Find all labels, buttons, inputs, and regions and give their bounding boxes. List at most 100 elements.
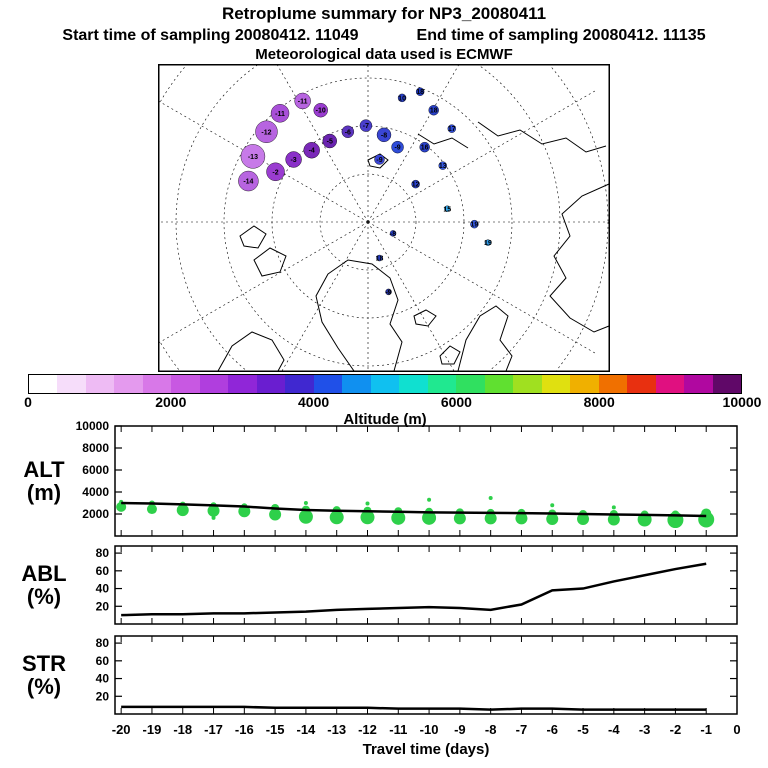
map-graticule (103, 0, 633, 487)
plume-point-label: -5 (327, 139, 333, 146)
alt-panel (114, 425, 738, 537)
alt-scatter-point (453, 512, 466, 525)
colorbar-gradient (28, 374, 742, 394)
colorbar-segment (114, 375, 143, 393)
xtick-label: -2 (670, 722, 682, 737)
abl-line (121, 562, 707, 617)
plume-point-label: 10 (398, 95, 406, 102)
xtick-label: -6 (546, 722, 558, 737)
alt-scatter-point (207, 504, 220, 517)
trajectory-map: -11 -11 -10 -12 -13 -14 -2 -3 -4 -5 -6 -7 -8 -9 -9 10 18… (103, 0, 633, 487)
plume-point-label: 18 (376, 256, 384, 263)
plume-point-label: -7 (363, 123, 369, 130)
alt-scatter-point (360, 510, 375, 525)
xtick-label: -18 (173, 722, 192, 737)
plume-point (376, 127, 392, 143)
plume-point (428, 105, 439, 116)
plume-point-label: -6 (345, 129, 351, 136)
xtick-label: -14 (297, 722, 317, 737)
colorbar-segment (57, 375, 86, 393)
map-border (158, 64, 610, 372)
alt-ytick-label: 6000 (82, 463, 109, 477)
abl-panel (114, 545, 738, 625)
plume-point (240, 144, 266, 169)
colorbar-segment (684, 375, 713, 393)
xtick-label: -5 (577, 722, 589, 737)
colorbar-segment (85, 375, 115, 393)
alt-ytick-label: 8000 (82, 441, 109, 455)
str-axis-label: STR (22, 651, 66, 676)
alt-scatter-point (238, 505, 251, 518)
plume-point (447, 124, 456, 133)
abl-ytick-label: 20 (96, 599, 110, 613)
plume-point-label: 17 (448, 126, 456, 133)
plume-point-label: -9 (376, 157, 382, 164)
plume-point (415, 87, 425, 96)
xtick-label: -17 (204, 722, 223, 737)
sampling-times: Start time of sampling 20080412. 11049 E… (0, 27, 768, 45)
alt-ytick-label: 4000 (82, 485, 109, 499)
xtick-label: -1 (700, 722, 712, 737)
xtick-label: -11 (389, 722, 407, 737)
colorbar-segment (655, 375, 685, 393)
plume-point-label: -2 (272, 169, 278, 176)
alt-scatter-point (365, 501, 370, 506)
colorbar-tick-labels: 0 2000 4000 6000 8000 10000 (24, 394, 761, 411)
colorbar-tick: 4000 (298, 394, 330, 410)
plume-point (341, 125, 355, 138)
colorbar-segment (712, 375, 742, 393)
alt-scatter-point (211, 515, 216, 520)
plume-point-label: -4 (309, 148, 315, 155)
str-ytick-label: 80 (96, 636, 110, 650)
alt-axis-label: (m) (27, 480, 61, 505)
alt-axis-label: ALT (23, 457, 65, 482)
str-ytick-label: 40 (96, 672, 110, 686)
x-axis-title: Travel time (days) (363, 741, 490, 758)
colorbar-segment (313, 375, 343, 393)
str-ytick-label: 20 (96, 689, 110, 703)
abl-ytick-label: 80 (96, 546, 110, 560)
plume-point-label: -14 (243, 179, 253, 186)
plume-point-label: -3 (290, 157, 296, 164)
colorbar-segment (399, 375, 428, 393)
plume-point-label: 13 (439, 163, 447, 170)
alt-scatter-point (269, 508, 282, 521)
colorbar-tick: 10000 (722, 394, 762, 410)
colorbar-segment (456, 375, 485, 393)
str-axis-label: (%) (27, 674, 61, 699)
xtick-label: -8 (485, 722, 497, 737)
alt-scatter-point (391, 510, 406, 525)
plume-point-label: -9 (394, 145, 400, 152)
plume-point (397, 93, 407, 103)
alt-scatter-point (611, 505, 616, 510)
plume-point-label: -12 (261, 129, 271, 136)
plume-point (266, 162, 285, 182)
colorbar-segment (171, 375, 200, 393)
alt-scatter-point (298, 509, 313, 524)
plume-point-label: -11 (298, 98, 308, 105)
alt-scatter-point (303, 501, 308, 505)
plume-point-label: -13 (248, 154, 258, 161)
xtick-label: -7 (516, 722, 528, 737)
colorbar-segment (285, 375, 314, 393)
colorbar-segment (370, 375, 400, 393)
str-panel (114, 635, 738, 715)
alt-scatter-point (550, 503, 555, 508)
colorbar-label: Altitude (m) (343, 411, 427, 428)
colorbar-segment (256, 375, 286, 393)
plume-point-label: 16 (421, 145, 429, 152)
altitude-colorbar: 0 2000 4000 6000 8000 10000 Altitude (m) (24, 374, 761, 428)
alt-scatter-point (488, 496, 493, 501)
alt-scatter-point (427, 497, 432, 502)
plume-point (438, 161, 447, 170)
colorbar-segment (541, 375, 571, 393)
xtick-label: -15 (266, 722, 285, 737)
plume-point-label: -10 (316, 108, 326, 115)
plume-point (303, 142, 320, 159)
plume-point-label: -9 (385, 289, 391, 296)
alt-scatter-point (176, 504, 189, 517)
plume-point (391, 140, 404, 154)
colorbar-segment (484, 375, 514, 393)
xtick-label: -4 (608, 722, 620, 737)
